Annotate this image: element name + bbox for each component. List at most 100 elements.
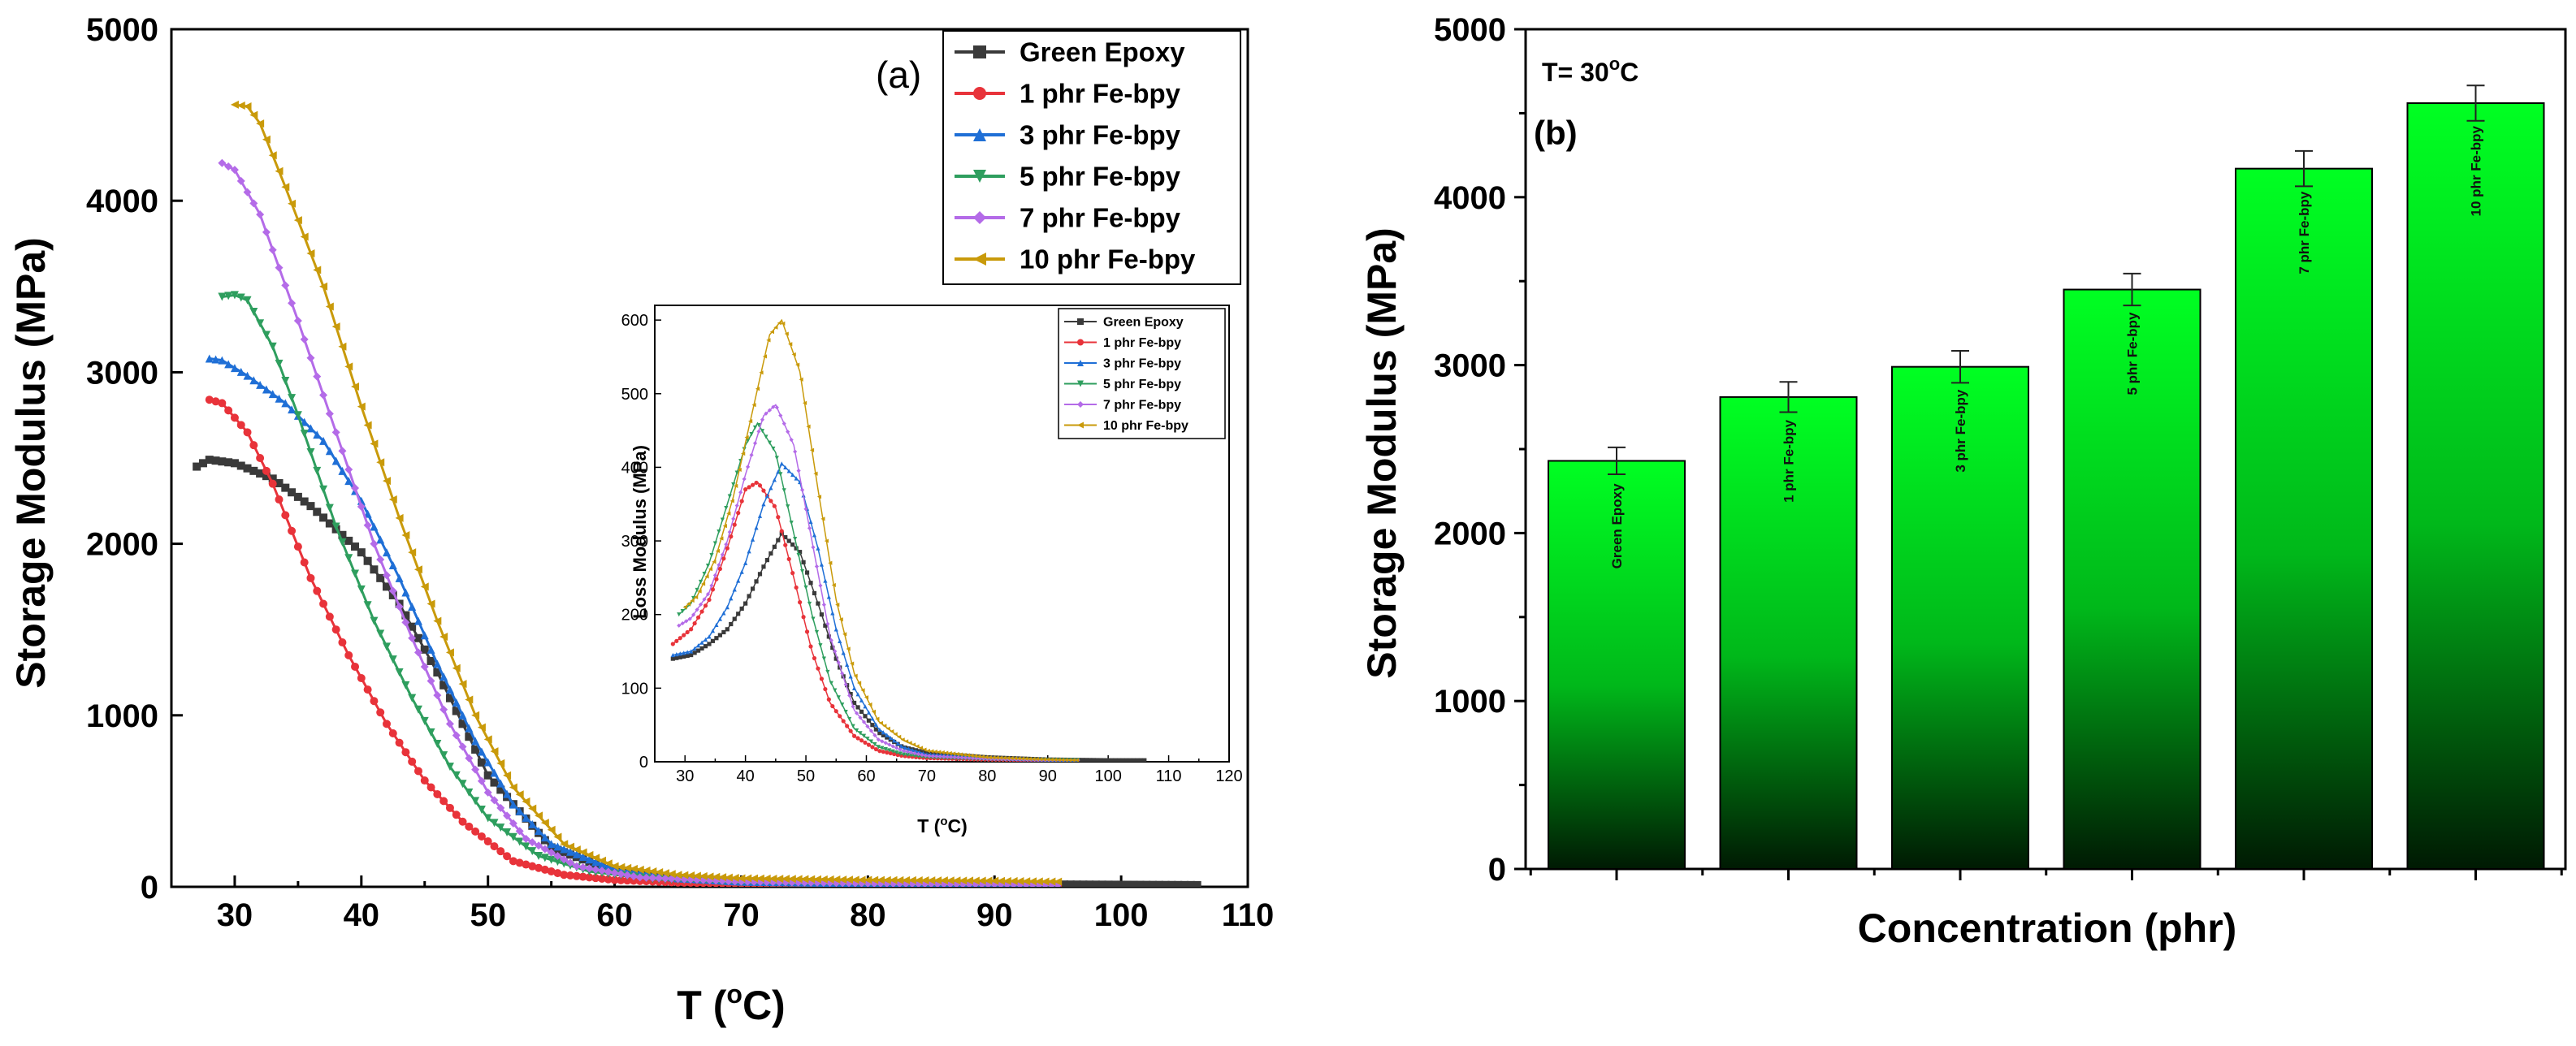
inset-point (682, 633, 686, 638)
inset-point (890, 749, 895, 754)
inset-point (962, 752, 967, 758)
inset-point (855, 736, 860, 741)
panel-a-legend-label: 5 phr Fe-bpy (1020, 162, 1181, 192)
panel-a-point (977, 876, 986, 885)
inset-point (858, 731, 863, 736)
inset-point (796, 552, 801, 558)
panel-a-point (344, 651, 353, 659)
panel-a-point (553, 842, 562, 851)
inset-point (925, 748, 930, 754)
panel-a-point (680, 871, 689, 880)
panel-a-legend: Green Epoxy 1 phr Fe-bpy 3 phr Fe-bpy 5 phr… (942, 30, 1241, 285)
inset-point (811, 616, 816, 621)
panel-a-point (1174, 880, 1183, 887)
panel-a-point (376, 535, 385, 544)
inset-point (830, 703, 835, 709)
inset-point (894, 750, 899, 755)
inset-point (823, 623, 828, 628)
panel-a-point (623, 863, 632, 872)
inset-legend-label: 7 phr Fe-bpy (1103, 399, 1181, 413)
inset-point (724, 505, 729, 511)
inset-point (774, 456, 779, 460)
panel-a-point (522, 834, 530, 843)
panel-a-point (604, 859, 613, 868)
inset-point (767, 440, 772, 445)
bar-rect (2063, 288, 2202, 871)
inset-point (786, 430, 790, 434)
inset-point (872, 733, 877, 737)
panel-a-point (331, 428, 340, 437)
inset-point (890, 729, 894, 734)
inset-point (779, 531, 784, 536)
panel-a-point (218, 158, 227, 167)
panel-a-point (1142, 880, 1151, 887)
panel-a-point (249, 466, 258, 475)
inset-point (750, 586, 755, 591)
panel-a-point (889, 875, 898, 884)
inset-point (764, 558, 770, 563)
inset-point (727, 529, 732, 534)
inset-point (695, 587, 699, 593)
panel-a-point (718, 873, 727, 882)
panel-a-point (420, 662, 429, 671)
inset-point (783, 542, 788, 547)
inset-point (803, 585, 808, 590)
panel-a-point (293, 216, 302, 225)
inset-point (709, 552, 714, 558)
panel-a-point (882, 879, 891, 887)
inset-point (825, 621, 830, 626)
inset-point (945, 754, 950, 759)
inset-point (840, 702, 845, 707)
inset-point (1102, 758, 1107, 762)
panel-a-point (401, 531, 410, 540)
inset-point (854, 711, 859, 715)
panel-a-point (388, 561, 397, 569)
panel-a-point (230, 364, 239, 373)
panel-a-point (383, 477, 391, 486)
inset-point (823, 578, 828, 583)
panel-a-point (535, 811, 543, 820)
inset-point (791, 352, 796, 357)
panel-a-point (522, 813, 530, 822)
panel-a-point (895, 880, 904, 887)
inset-point (865, 724, 870, 729)
inset-point (991, 755, 996, 760)
inset-x-tick-label: 40 (737, 767, 755, 785)
panel-a-point (1054, 877, 1063, 886)
panel-a-point (383, 582, 391, 591)
panel-a-point (907, 880, 916, 887)
panel-a-point (439, 633, 448, 641)
panel-a-point (344, 465, 353, 474)
panel-a-point (224, 292, 233, 300)
panel-a-point (236, 421, 245, 430)
panel-a-point (844, 875, 853, 884)
panel-a-point (351, 483, 360, 492)
panel-a-point (1022, 877, 1031, 886)
panel-a-point (965, 880, 974, 887)
panel-a-point (420, 716, 429, 725)
panel-a-point (477, 723, 486, 732)
panel-a-point (673, 871, 682, 880)
inset-point (674, 652, 679, 657)
panel-a-point (566, 842, 575, 851)
inset-point (726, 511, 731, 516)
inset-point (887, 748, 892, 753)
panel-a-point (275, 478, 284, 487)
inset-point (707, 597, 712, 603)
panel-a-point (572, 871, 581, 880)
inset-y-tick-label: 500 (621, 386, 648, 404)
panel-a-point (433, 659, 442, 668)
inset-point (829, 638, 833, 643)
panel-a-point (395, 573, 404, 582)
inset-point (863, 714, 868, 719)
inset-point (691, 612, 696, 617)
inset-point (798, 550, 803, 555)
inset-legend-marker (1077, 421, 1084, 429)
inset-point (732, 616, 737, 621)
inset-point (695, 643, 701, 648)
panel-a-x-tick-label: 70 (723, 897, 760, 933)
inset-point (915, 744, 920, 749)
panel-a-point (503, 852, 512, 861)
inset-point (1063, 758, 1068, 762)
inset-y-tick-label: 400 (621, 459, 648, 477)
